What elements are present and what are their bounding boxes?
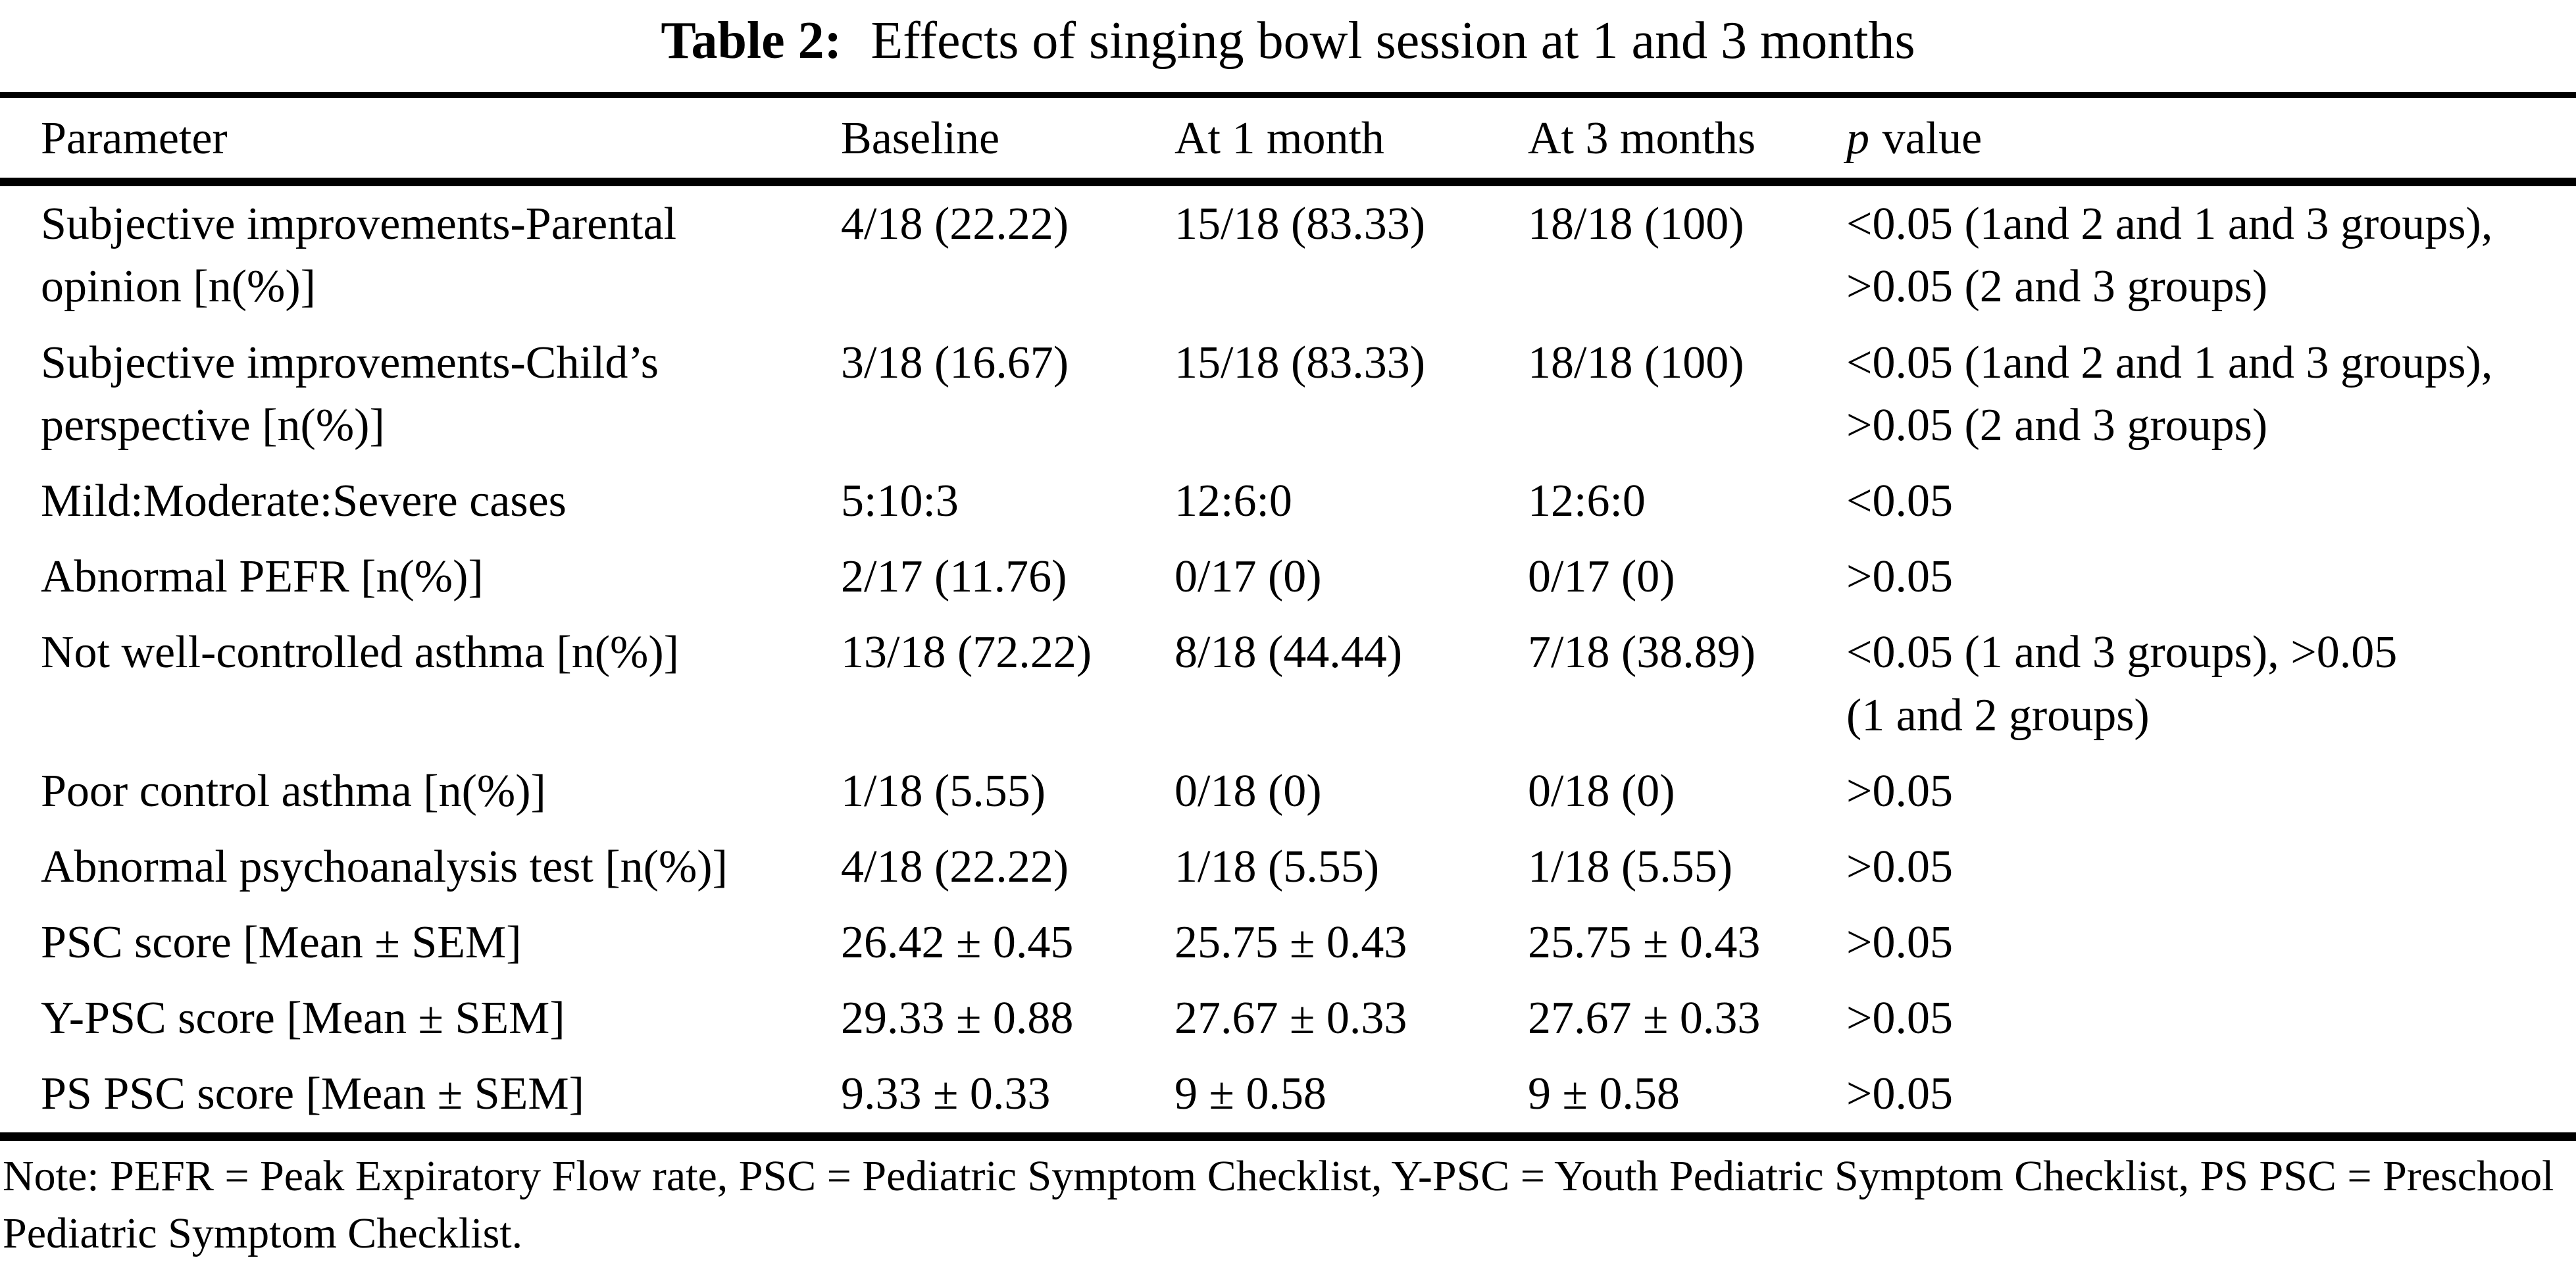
cell-parameter: Not well-controlled asthma [n(%)]	[41, 627, 679, 678]
table-bottom-rule	[0, 1132, 2576, 1141]
cell-p-value: >0.05	[1846, 1069, 1953, 1120]
table-top-rule	[0, 92, 2576, 98]
cell-parameter: PS PSC score [Mean ± SEM]	[41, 1069, 584, 1120]
cell-at-3-months: 0/18 (0)	[1528, 765, 1675, 817]
header-at-3-months: At 3 months	[1528, 113, 1756, 164]
cell-at-1-month: 12:6:0	[1174, 475, 1292, 526]
cell-at-1-month: 0/18 (0)	[1174, 765, 1322, 817]
table-row: Abnormal psychoanalysis test [n(%)] 4/18…	[0, 829, 2576, 905]
table-row: PSC score [Mean ± SEM] 26.42 ± 0.45 25.7…	[0, 905, 2576, 980]
cell-parameter: Mild:Moderate:Severe cases	[41, 475, 567, 526]
cell-p-value: <0.05 (1and 2 and 1 and 3 groups), >0.05…	[1846, 337, 2493, 451]
table-row: PS PSC score [Mean ± SEM] 9.33 ± 0.33 9 …	[0, 1056, 2576, 1132]
cell-baseline: 2/17 (11.76)	[841, 551, 1067, 603]
cell-at-3-months: 1/18 (5.55)	[1528, 841, 1733, 892]
cell-p-value: >0.05	[1846, 917, 1953, 969]
cell-p-value: <0.05	[1846, 475, 1953, 526]
header-baseline: Baseline	[841, 113, 1000, 164]
cell-baseline: 9.33 ± 0.33	[841, 1069, 1051, 1120]
cell-at-1-month: 15/18 (83.33)	[1174, 199, 1426, 250]
cell-at-3-months: 12:6:0	[1528, 475, 1646, 526]
cell-at-1-month: 27.67 ± 0.33	[1174, 993, 1407, 1044]
cell-at-3-months: 18/18 (100)	[1528, 199, 1744, 250]
cell-baseline: 5:10:3	[841, 475, 959, 526]
cell-at-1-month: 9 ± 0.58	[1174, 1069, 1326, 1120]
cell-at-1-month: 0/17 (0)	[1174, 551, 1322, 603]
header-p-value: p value	[1846, 107, 2576, 170]
header-p-value-italic: p	[1846, 113, 1869, 164]
cell-baseline: 4/18 (22.22)	[841, 199, 1069, 250]
table-footnote: Note: PEFR = Peak Expiratory Flow rate, …	[3, 1151, 2554, 1257]
cell-parameter: PSC score [Mean ± SEM]	[41, 917, 522, 969]
cell-baseline: 4/18 (22.22)	[841, 841, 1069, 892]
header-at-1-month: At 1 month	[1174, 113, 1384, 164]
table-header-row: Parameter Baseline At 1 month At 3 month…	[0, 98, 2576, 178]
table-title-label: Table 2:	[661, 12, 842, 70]
cell-parameter: Abnormal PEFR [n(%)]	[41, 551, 484, 603]
table-row: Mild:Moderate:Severe cases 5:10:3 12:6:0…	[0, 463, 2576, 539]
cell-baseline: 26.42 ± 0.45	[841, 917, 1074, 969]
cell-at-1-month: 15/18 (83.33)	[1174, 337, 1426, 388]
cell-at-3-months: 27.67 ± 0.33	[1528, 993, 1761, 1044]
cell-p-value: >0.05	[1846, 993, 1953, 1044]
cell-parameter: Y-PSC score [Mean ± SEM]	[41, 993, 565, 1044]
table-row: Not well-controlled asthma [n(%)] 13/18 …	[0, 615, 2576, 753]
cell-at-1-month: 8/18 (44.44)	[1174, 627, 1403, 678]
cell-at-3-months: 9 ± 0.58	[1528, 1069, 1680, 1120]
cell-parameter: Poor control asthma [n(%)]	[41, 765, 546, 817]
header-parameter: Parameter	[41, 113, 228, 164]
cell-p-value: >0.05	[1846, 551, 1953, 603]
cell-at-3-months: 7/18 (38.89)	[1528, 627, 1756, 678]
cell-p-value: <0.05 (1and 2 and 1 and 3 groups), >0.05…	[1846, 199, 2493, 313]
header-p-value-rest: value	[1882, 113, 1983, 164]
table-title-text: Effects of singing bowl session at 1 and…	[871, 12, 1915, 70]
cell-parameter: Abnormal psychoanalysis test [n(%)]	[41, 841, 728, 892]
table-row: Subjective improvements-Parental opinion…	[0, 186, 2576, 324]
cell-p-value: >0.05	[1846, 765, 1953, 817]
cell-baseline: 1/18 (5.55)	[841, 765, 1046, 817]
table-row: Subjective improvements-Child’s perspect…	[0, 325, 2576, 463]
cell-baseline: 3/18 (16.67)	[841, 337, 1069, 388]
cell-baseline: 13/18 (72.22)	[841, 627, 1092, 678]
table-row: Y-PSC score [Mean ± SEM] 29.33 ± 0.88 27…	[0, 980, 2576, 1056]
cell-at-3-months: 18/18 (100)	[1528, 337, 1744, 388]
cell-at-1-month: 25.75 ± 0.43	[1174, 917, 1407, 969]
cell-at-1-month: 1/18 (5.55)	[1174, 841, 1380, 892]
cell-baseline: 29.33 ± 0.88	[841, 993, 1074, 1044]
table-row: Abnormal PEFR [n(%)] 2/17 (11.76) 0/17 (…	[0, 539, 2576, 615]
table-title: Table 2: Effects of singing bowl session …	[0, 0, 2576, 75]
table-row: Poor control asthma [n(%)] 1/18 (5.55) 0…	[0, 753, 2576, 829]
cell-p-value: <0.05 (1 and 3 groups), >0.05 (1 and 2 g…	[1846, 627, 2398, 741]
results-table: Parameter Baseline At 1 month At 3 month…	[0, 98, 2576, 1132]
cell-parameter: Subjective improvements-Parental opinion…	[41, 199, 677, 313]
cell-at-3-months: 25.75 ± 0.43	[1528, 917, 1761, 969]
cell-at-3-months: 0/17 (0)	[1528, 551, 1675, 603]
table-header-rule	[0, 178, 2576, 187]
cell-parameter: Subjective improvements-Child’s perspect…	[41, 337, 659, 451]
cell-p-value: >0.05	[1846, 841, 1953, 892]
